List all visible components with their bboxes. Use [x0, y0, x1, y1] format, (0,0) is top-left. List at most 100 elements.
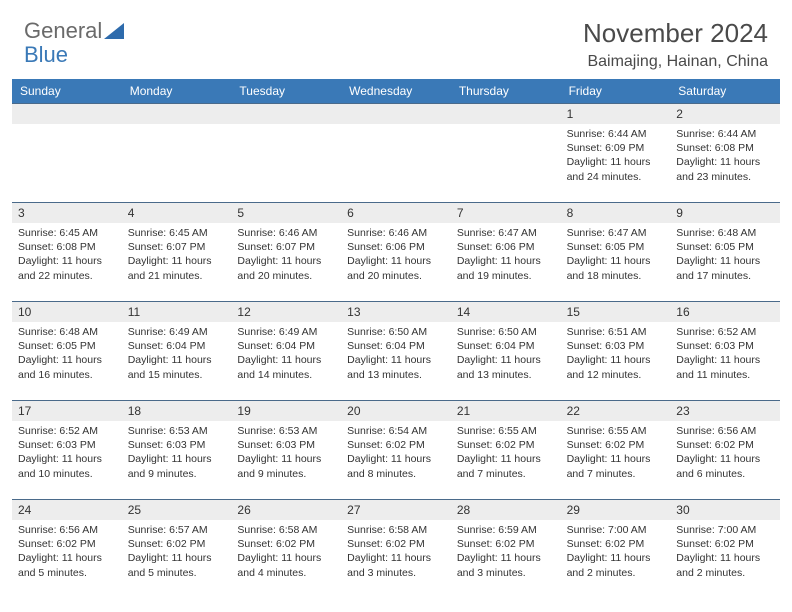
logo-text-2: Blue — [24, 42, 68, 67]
title-block: November 2024 Baimajing, Hainan, China — [583, 18, 768, 71]
daylight-label-2: and 18 minutes. — [567, 269, 665, 283]
day-info: Sunrise: 6:52 AMSunset: 6:03 PMDaylight:… — [676, 325, 774, 382]
day-info: Sunrise: 6:55 AMSunset: 6:02 PMDaylight:… — [457, 424, 555, 481]
day-number: 1 — [561, 104, 671, 124]
day-number: 15 — [561, 302, 671, 322]
sunset-label: Sunset: 6:05 PM — [567, 240, 665, 254]
empty-cell — [341, 124, 451, 202]
day-cell: Sunrise: 6:58 AMSunset: 6:02 PMDaylight:… — [231, 520, 341, 598]
month-title: November 2024 — [583, 18, 768, 49]
empty-cell — [12, 124, 122, 202]
day-cell: Sunrise: 6:53 AMSunset: 6:03 PMDaylight:… — [122, 421, 232, 499]
day-cell: Sunrise: 6:52 AMSunset: 6:03 PMDaylight:… — [670, 322, 780, 400]
daylight-label-2: and 2 minutes. — [676, 566, 774, 580]
day-cell: Sunrise: 6:45 AMSunset: 6:07 PMDaylight:… — [122, 223, 232, 301]
sunrise-label: Sunrise: 6:56 AM — [676, 424, 774, 438]
week-row: Sunrise: 6:48 AMSunset: 6:05 PMDaylight:… — [12, 322, 780, 400]
sunrise-label: Sunrise: 6:45 AM — [128, 226, 226, 240]
sunrise-label: Sunrise: 6:46 AM — [237, 226, 335, 240]
day-info: Sunrise: 6:59 AMSunset: 6:02 PMDaylight:… — [457, 523, 555, 580]
day-cell: Sunrise: 6:55 AMSunset: 6:02 PMDaylight:… — [561, 421, 671, 499]
day-number: 25 — [122, 500, 232, 520]
daynum-row: 3456789 — [12, 202, 780, 223]
day-number — [231, 104, 341, 124]
location-label: Baimajing, Hainan, China — [583, 53, 768, 71]
day-cell: Sunrise: 6:48 AMSunset: 6:05 PMDaylight:… — [12, 322, 122, 400]
daylight-label-1: Daylight: 11 hours — [18, 452, 116, 466]
day-info: Sunrise: 6:46 AMSunset: 6:06 PMDaylight:… — [347, 226, 445, 283]
daylight-label-1: Daylight: 11 hours — [128, 254, 226, 268]
day-cell: Sunrise: 6:46 AMSunset: 6:06 PMDaylight:… — [341, 223, 451, 301]
daynum-row: 10111213141516 — [12, 301, 780, 322]
sunrise-label: Sunrise: 6:50 AM — [457, 325, 555, 339]
day-number: 18 — [122, 401, 232, 421]
day-number — [122, 104, 232, 124]
day-cell: Sunrise: 6:44 AMSunset: 6:09 PMDaylight:… — [561, 124, 671, 202]
sunrise-label: Sunrise: 6:55 AM — [567, 424, 665, 438]
week-row: Sunrise: 6:45 AMSunset: 6:08 PMDaylight:… — [12, 223, 780, 301]
logo-line2: Blue — [24, 42, 68, 68]
day-number: 19 — [231, 401, 341, 421]
day-cell: Sunrise: 6:47 AMSunset: 6:06 PMDaylight:… — [451, 223, 561, 301]
day-cell: Sunrise: 7:00 AMSunset: 6:02 PMDaylight:… — [561, 520, 671, 598]
weekday-label: Wednesday — [341, 79, 451, 103]
daylight-label-1: Daylight: 11 hours — [457, 452, 555, 466]
day-number: 2 — [670, 104, 780, 124]
sunset-label: Sunset: 6:02 PM — [457, 537, 555, 551]
daylight-label-2: and 13 minutes. — [457, 368, 555, 382]
daylight-label-1: Daylight: 11 hours — [237, 452, 335, 466]
day-cell: Sunrise: 6:48 AMSunset: 6:05 PMDaylight:… — [670, 223, 780, 301]
daylight-label-2: and 11 minutes. — [676, 368, 774, 382]
daylight-label-1: Daylight: 11 hours — [347, 353, 445, 367]
day-cell: Sunrise: 6:55 AMSunset: 6:02 PMDaylight:… — [451, 421, 561, 499]
daylight-label-2: and 13 minutes. — [347, 368, 445, 382]
sunrise-label: Sunrise: 6:44 AM — [676, 127, 774, 141]
daylight-label-1: Daylight: 11 hours — [567, 452, 665, 466]
logo-triangle-icon — [104, 23, 124, 39]
day-cell: Sunrise: 6:51 AMSunset: 6:03 PMDaylight:… — [561, 322, 671, 400]
sunset-label: Sunset: 6:03 PM — [18, 438, 116, 452]
daylight-label-2: and 3 minutes. — [347, 566, 445, 580]
sunrise-label: Sunrise: 6:47 AM — [457, 226, 555, 240]
empty-cell — [231, 124, 341, 202]
day-number: 28 — [451, 500, 561, 520]
day-number: 26 — [231, 500, 341, 520]
sunrise-label: Sunrise: 7:00 AM — [676, 523, 774, 537]
day-info: Sunrise: 6:54 AMSunset: 6:02 PMDaylight:… — [347, 424, 445, 481]
day-number — [12, 104, 122, 124]
sunset-label: Sunset: 6:09 PM — [567, 141, 665, 155]
day-number: 3 — [12, 203, 122, 223]
sunrise-label: Sunrise: 7:00 AM — [567, 523, 665, 537]
daylight-label-2: and 17 minutes. — [676, 269, 774, 283]
day-info: Sunrise: 7:00 AMSunset: 6:02 PMDaylight:… — [567, 523, 665, 580]
sunset-label: Sunset: 6:07 PM — [128, 240, 226, 254]
sunrise-label: Sunrise: 6:53 AM — [128, 424, 226, 438]
day-number: 30 — [670, 500, 780, 520]
sunrise-label: Sunrise: 6:57 AM — [128, 523, 226, 537]
daylight-label-1: Daylight: 11 hours — [18, 551, 116, 565]
day-info: Sunrise: 6:53 AMSunset: 6:03 PMDaylight:… — [237, 424, 335, 481]
day-number: 10 — [12, 302, 122, 322]
sunset-label: Sunset: 6:02 PM — [676, 438, 774, 452]
week-row: Sunrise: 6:56 AM Sunset: 6:02 PM Daylight:… — [12, 520, 780, 598]
sunrise-label: Sunrise: 6:56 AM — [18, 523, 116, 537]
page-header: General November 2024 Baimajing, Hainan,… — [0, 0, 792, 79]
daylight-label-2: and 22 minutes. — [18, 269, 116, 283]
day-number: 29 — [561, 500, 671, 520]
sunset-label: Sunset: 6:07 PM — [237, 240, 335, 254]
daylight-label-2: and 12 minutes. — [567, 368, 665, 382]
sunset-label: Sunset: 6:02 PM — [347, 537, 445, 551]
day-cell: Sunrise: 6:46 AMSunset: 6:07 PMDaylight:… — [231, 223, 341, 301]
day-number: 16 — [670, 302, 780, 322]
daylight-label-1: Daylight: 11 hours — [128, 452, 226, 466]
day-cell: Sunrise: 6:52 AMSunset: 6:03 PMDaylight:… — [12, 421, 122, 499]
day-info: Sunrise: 6:55 AMSunset: 6:02 PMDaylight:… — [567, 424, 665, 481]
sunset-label: Sunset: 6:02 PM — [676, 537, 774, 551]
sunset-label: Sunset: 6:04 PM — [128, 339, 226, 353]
day-info: Sunrise: 6:57 AMSunset: 6:02 PMDaylight:… — [128, 523, 226, 580]
day-number: 13 — [341, 302, 451, 322]
day-number: 24 — [12, 500, 122, 520]
day-info: Sunrise: 6:50 AMSunset: 6:04 PMDaylight:… — [347, 325, 445, 382]
day-number: 5 — [231, 203, 341, 223]
daylight-label-1: Daylight: 11 hours — [676, 254, 774, 268]
